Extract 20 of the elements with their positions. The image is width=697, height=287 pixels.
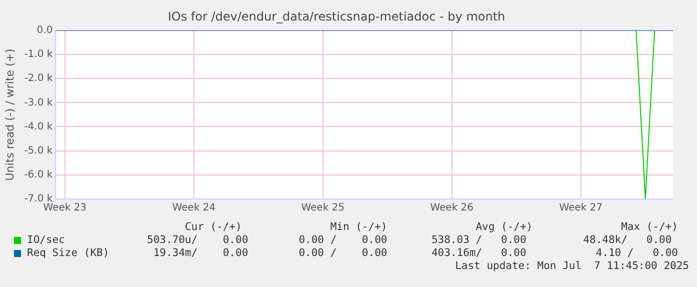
chart-title: IOs for /dev/endur_data/resticsnap-metiadoc - by month	[168, 9, 506, 24]
y-axis-title: Units read (-) / write (+)	[3, 48, 16, 181]
legend-label: Req Size (KB)	[27, 247, 110, 259]
x-tick-label: Week 27	[559, 202, 603, 214]
text: Last update: Mon Jul 7 11:45:00 2025	[455, 260, 689, 272]
y-tick-label: -4.0 k	[24, 121, 53, 132]
y-tick-label: -1.0 k	[24, 49, 53, 60]
legend-label: IO/sec	[27, 234, 65, 246]
y-tick-label: -3.0 k	[24, 97, 53, 108]
x-tick-label: Week 23	[43, 202, 87, 214]
x-tick-label: Week 26	[430, 202, 474, 214]
y-tick-label: -5.0 k	[24, 145, 53, 156]
x-tick-label: Week 24	[172, 202, 216, 214]
y-tick-label: -2.0 k	[24, 73, 53, 84]
text: 19.34m/ 0.00 0.00 / 0.00 403.16m/ 0.00 4.10 / 0.00	[152, 247, 678, 259]
text: Cur (-/+) Min (-/+) Avg (-/+) Max (-/+)	[184, 221, 678, 233]
y-tick-label: 0.0	[36, 24, 53, 36]
text: 503.70u/ 0.00 0.00 / 0.00 538.03 / 0.00 48.48k/ 0.00	[147, 234, 672, 246]
x-tick-label: Week 25	[301, 202, 345, 214]
y-tick-label: -6.0 k	[24, 170, 53, 181]
